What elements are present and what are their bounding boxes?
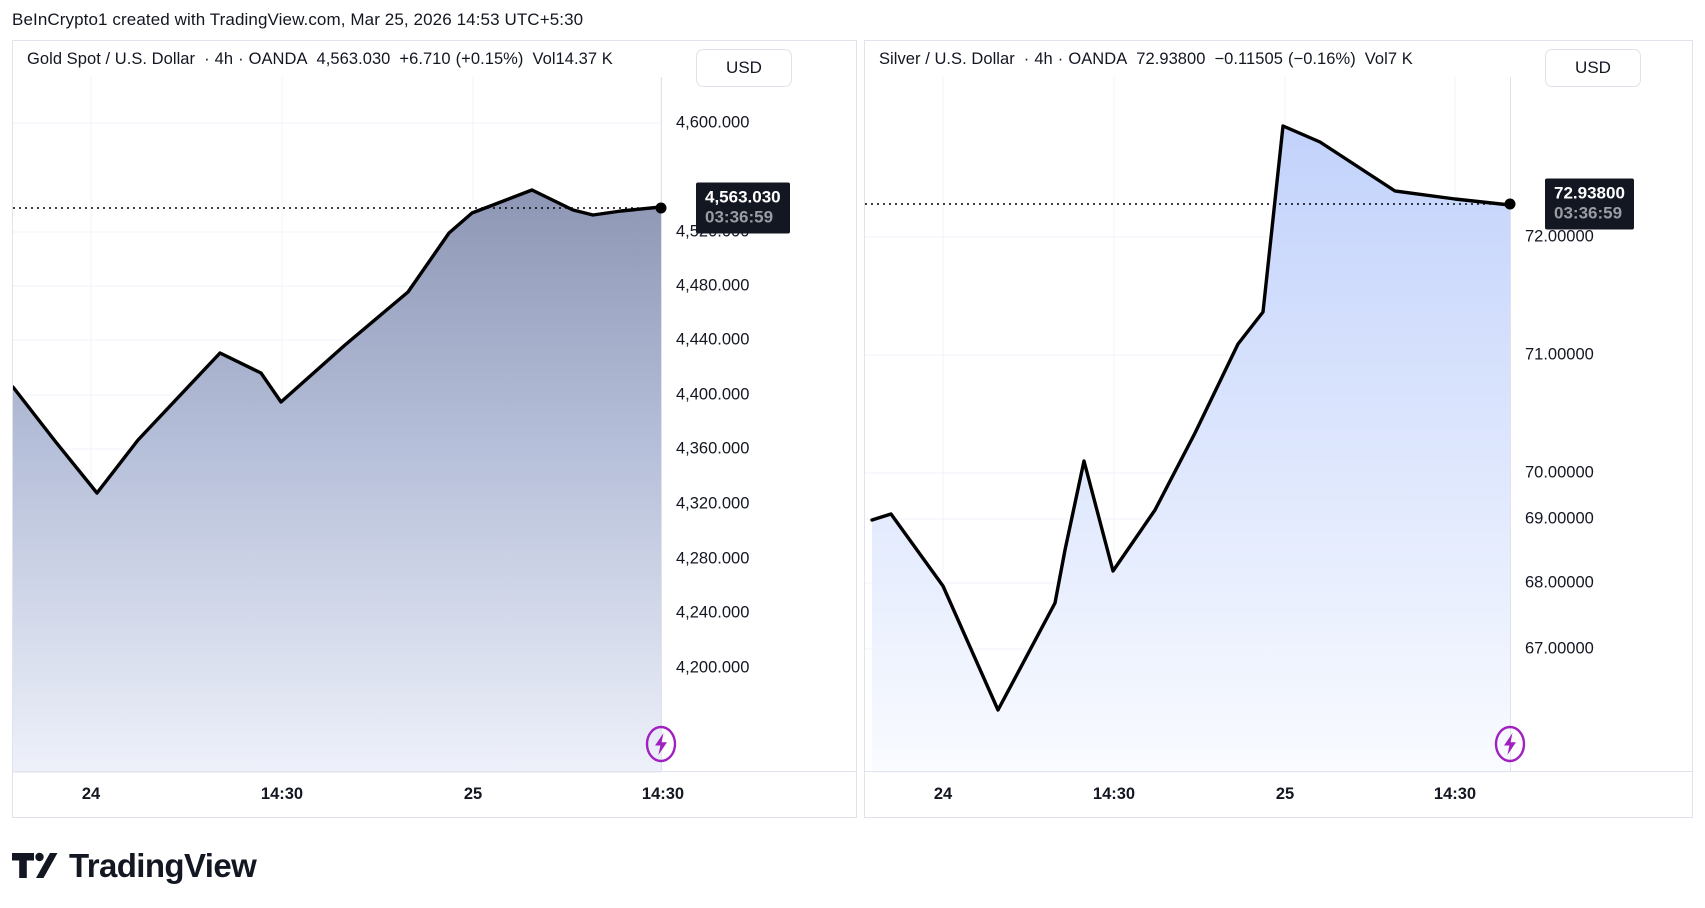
last-price-dot-silver — [1504, 198, 1516, 210]
gold-price-line — [13, 188, 661, 495]
tradingview-logo-text: TradingView — [69, 847, 257, 884]
legend-change-silver: −0.11505 — [1214, 50, 1283, 68]
price-axis-label-silver-0: 72.00000 — [1525, 227, 1594, 246]
time-axis-label-gold-1: 14:30 — [260, 785, 304, 803]
time-axis-label-silver-0: 24 — [933, 785, 953, 803]
gold-area-chart-svg — [13, 77, 661, 773]
legend-exchange-silver: OANDA — [1068, 50, 1128, 68]
price-axis-label-gold-9: 4,200.000 — [676, 658, 750, 677]
legend-dot-sep-4: · — [1057, 50, 1064, 68]
legend-volume-gold: Vol14.37 K — [532, 50, 613, 68]
price-tag-value-silver: 72.93800 — [1554, 183, 1625, 203]
currency-badge-gold[interactable]: USD — [696, 49, 792, 87]
chart-pane-silver[interactable]: Silver / U.S. Dollar · 4h · OANDA 72.93800 −0.… — [864, 40, 1693, 818]
price-axis-label-gold-4: 4,400.000 — [676, 385, 750, 404]
plot-area-silver[interactable] — [865, 77, 1526, 773]
price-axis-label-silver-4: 68.00000 — [1525, 573, 1594, 592]
legend-silver: Silver / U.S. Dollar · 4h · OANDA 72.93800 −0.… — [879, 50, 1413, 69]
price-axis-label-gold-7: 4,280.000 — [676, 549, 750, 568]
silver-area-fill — [872, 126, 1510, 773]
legend-interval-gold[interactable]: 4h — [214, 50, 234, 68]
legend-change-percent-silver: (−0.16%) — [1287, 50, 1356, 68]
time-axis-label-gold-2: 25 — [463, 785, 483, 803]
price-tag-value-gold: 4,563.030 — [705, 187, 781, 207]
legend-dot-sep-1: · — [204, 50, 210, 68]
silver-area-chart-svg — [865, 77, 1510, 773]
price-axis-gold[interactable]: 4,600.000 4,520.000 4,480.000 4,440.000 … — [661, 77, 856, 771]
silver-price-line — [870, 124, 1510, 712]
legend-gold: Gold Spot / U.S. Dollar · 4h · OANDA 4,563.03… — [27, 50, 613, 69]
price-axis-label-gold-2: 4,480.000 — [676, 276, 750, 295]
time-axis-label-gold-0: 24 — [81, 785, 101, 803]
legend-last-price-gold: 4,563.030 — [316, 50, 391, 68]
time-axis-label-silver-1: 14:30 — [1092, 785, 1136, 803]
legend-exchange-gold: OANDA — [248, 50, 308, 68]
legend-dot-sep-2: · — [238, 50, 244, 68]
time-axis-label-silver-3: 14:30 — [1433, 785, 1477, 803]
legend-dot-sep-3: · — [1023, 50, 1030, 68]
price-axis-label-silver-3: 69.00000 — [1525, 509, 1594, 528]
price-axis-label-gold-3: 4,440.000 — [676, 330, 750, 349]
price-tag-countdown-gold: 03:36:59 — [705, 207, 774, 227]
lightning-bolt-icon-silver[interactable] — [1494, 725, 1526, 763]
legend-last-price-silver: 72.93800 — [1136, 50, 1206, 68]
last-price-dot-gold — [655, 202, 667, 214]
price-axis-label-silver-5: 67.00000 — [1525, 639, 1594, 658]
legend-symbol-gold[interactable]: Gold Spot / U.S. Dollar — [27, 50, 196, 68]
legend-interval-silver[interactable]: 4h — [1034, 50, 1053, 68]
price-axis-label-gold-0: 4,600.000 — [676, 113, 750, 132]
price-axis-silver[interactable]: 72.00000 71.00000 70.00000 69.00000 68.0… — [1510, 77, 1692, 771]
time-axis-silver[interactable]: 24 14:30 25 14:30 — [865, 771, 1692, 817]
tradingview-logo-icon — [12, 851, 58, 880]
legend-change-gold: +6.710 — [399, 50, 451, 68]
legend-change-percent-gold: (+0.15%) — [455, 50, 524, 68]
chart-pane-gold[interactable]: Gold Spot / U.S. Dollar · 4h · OANDA 4,563.03… — [12, 40, 857, 818]
price-tag-silver: 72.93800 03:36:59 — [1545, 178, 1634, 230]
legend-symbol-silver[interactable]: Silver / U.S. Dollar — [879, 50, 1015, 68]
price-axis-label-gold-5: 4,360.000 — [676, 439, 750, 458]
price-axis-label-gold-8: 4,240.000 — [676, 603, 750, 622]
time-axis-gold[interactable]: 24 14:30 25 14:30 — [13, 771, 856, 817]
attribution-text: BeInCrypto1 created with TradingView.com… — [12, 10, 584, 29]
time-axis-label-silver-2: 25 — [1275, 785, 1295, 803]
gold-area-fill — [13, 190, 661, 773]
price-axis-label-gold-6: 4,320.000 — [676, 494, 750, 513]
time-axis-label-gold-3: 14:30 — [641, 785, 685, 803]
price-axis-label-silver-1: 71.00000 — [1525, 345, 1594, 364]
legend-volume-silver: Vol7 K — [1364, 50, 1413, 68]
lightning-bolt-icon-gold[interactable] — [645, 725, 677, 763]
plot-area-gold[interactable] — [13, 77, 677, 773]
currency-badge-silver[interactable]: USD — [1545, 49, 1641, 87]
price-axis-label-silver-2: 70.00000 — [1525, 463, 1594, 482]
price-tag-gold: 4,563.030 03:36:59 — [696, 182, 790, 234]
tradingview-logo: TradingView — [12, 847, 257, 884]
price-tag-countdown-silver: 03:36:59 — [1554, 203, 1623, 223]
